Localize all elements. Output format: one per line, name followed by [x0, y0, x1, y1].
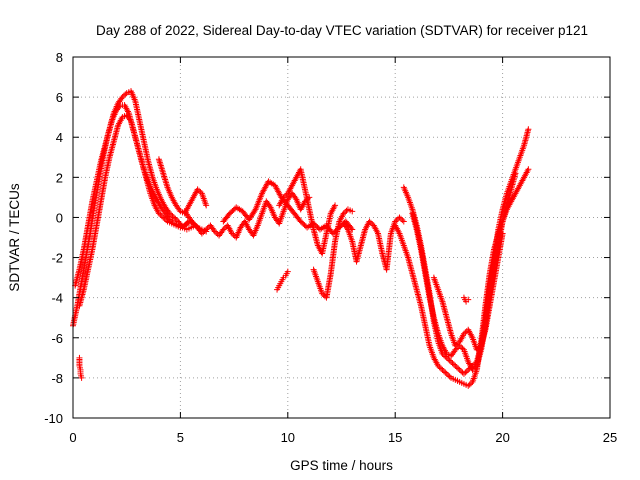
y-tick-label: 6 [56, 90, 63, 105]
x-tick-label: 5 [177, 430, 184, 445]
data-series [430, 230, 506, 353]
data-point-markers [274, 268, 291, 293]
ticks: 0 5 10 15 20 25 -10 -8 -6 -4 -2 0 2 4 6 8 [44, 50, 617, 445]
y-tick-label: -8 [51, 371, 63, 386]
y-axis-label: SDTVAR / TECUs [7, 183, 22, 292]
plot-frame [72, 56, 611, 419]
y-tick-label: -6 [51, 331, 63, 346]
x-tick-label: 10 [281, 430, 295, 445]
data-series [310, 206, 356, 301]
y-tick-label: 4 [56, 130, 63, 145]
data-point-markers [276, 166, 339, 257]
data-point-markers [430, 230, 506, 353]
data-series [72, 88, 203, 289]
data-series [276, 166, 339, 257]
chart-title: Day 288 of 2022, Sidereal Day-to-day VTE… [96, 23, 588, 38]
y-tick-label: -2 [51, 251, 63, 266]
data-layer [70, 88, 532, 389]
y-tick-label: -4 [51, 291, 63, 306]
y-tick-label: 2 [56, 170, 63, 185]
x-tick-label: 20 [495, 430, 509, 445]
x-tick-label: 0 [69, 430, 76, 445]
data-point-markers [76, 294, 472, 381]
x-axis-label: GPS time / hours [290, 458, 393, 473]
data-series [76, 112, 199, 309]
x-tick-label: 25 [603, 430, 617, 445]
data-point-markers [76, 112, 199, 309]
y-tick-label: 8 [56, 50, 63, 65]
data-point-markers [155, 156, 210, 217]
data-point-markers [340, 214, 407, 273]
y-tick-label: 0 [56, 210, 63, 225]
data-point-markers [181, 190, 313, 241]
data-series [340, 214, 407, 273]
data-point-markers [72, 88, 203, 289]
data-point-markers [310, 206, 356, 301]
x-tick-label: 15 [388, 430, 402, 445]
data-series [155, 156, 210, 217]
y-tick-label: -10 [44, 411, 63, 426]
data-series [274, 268, 291, 293]
data-series [181, 190, 313, 241]
data-series [76, 294, 472, 381]
